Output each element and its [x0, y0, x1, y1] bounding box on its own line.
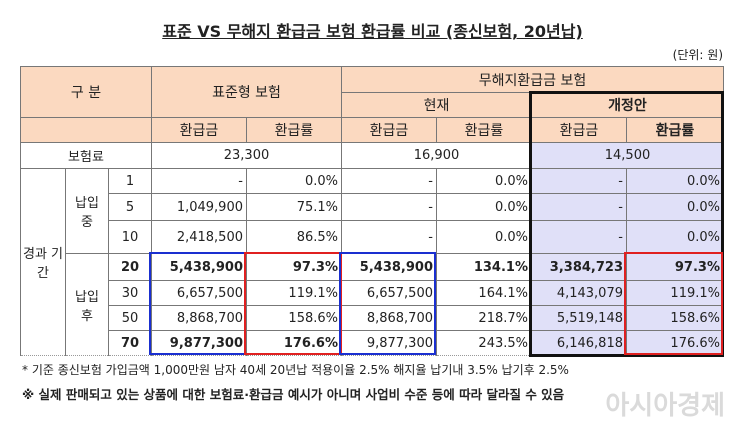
- std-amount: 6,657,500: [151, 280, 247, 306]
- footnote-basis: * 기준 종신보험 가입금액 1,000만원 남자 40세 20년납 적용이율 …: [22, 363, 569, 377]
- rev-rate: 119.1%: [626, 280, 724, 306]
- header-standard: 표준형 보험: [151, 66, 342, 118]
- watermark-logo: 아시아경제: [605, 391, 725, 421]
- cur-rate: 0.0%: [436, 193, 532, 221]
- unit-label: (단위: 원): [672, 48, 723, 62]
- rev-rate: 176.6%: [626, 330, 724, 356]
- rev-amount: 4,143,079: [531, 280, 627, 306]
- rev-amount: -: [531, 220, 627, 254]
- cur-amount: -: [341, 193, 437, 221]
- header-rev-refund: 환급금: [531, 117, 627, 143]
- std-amount: 8,868,700: [151, 305, 247, 331]
- std-amount: -: [151, 168, 247, 194]
- std-amount: 1,049,900: [151, 193, 247, 221]
- cur-rate: 134.1%: [436, 253, 532, 281]
- header-revised: 개정안: [531, 92, 724, 118]
- std-rate: 97.3%: [246, 253, 342, 281]
- header-std-refund: 환급금: [151, 117, 247, 143]
- rev-rate: 0.0%: [626, 168, 724, 194]
- cur-amount: 5,438,900: [341, 253, 437, 281]
- rev-amount: 3,384,723: [531, 253, 627, 281]
- premium-standard: 23,300: [151, 142, 342, 169]
- table-row: 70 9,877,300 176.6% 9,877,300 243.5% 6,146,81…: [21, 330, 724, 356]
- rev-rate: 97.3%: [626, 253, 724, 281]
- std-rate: 119.1%: [246, 280, 342, 306]
- cur-amount: 8,868,700: [341, 305, 437, 331]
- cur-rate: 164.1%: [436, 280, 532, 306]
- cur-amount: -: [341, 220, 437, 254]
- year-cell: 70: [108, 330, 152, 356]
- year-cell: 20: [108, 253, 152, 281]
- year-cell: 1: [108, 168, 152, 194]
- cur-rate: 218.7%: [436, 305, 532, 331]
- cur-rate: 0.0%: [436, 168, 532, 194]
- table-row: 10 2,418,500 86.5% -0.0% -0.0%: [21, 220, 724, 254]
- table-row: 5 1,049,900 75.1% -0.0% -0.0%: [21, 193, 724, 221]
- std-rate: 0.0%: [246, 168, 342, 194]
- premium-current: 16,900: [341, 142, 532, 169]
- table-row: 50 8,868,700 158.6% 8,868,700 218.7% 5,519,14…: [21, 305, 724, 331]
- page-title: 표준 VS 무해지 환급금 보험 환급률 비교 (종신보험, 20년납): [162, 22, 583, 41]
- cur-amount: -: [341, 168, 437, 194]
- year-cell: 50: [108, 305, 152, 331]
- year-cell: 5: [108, 193, 152, 221]
- table-row: 경과 기간 납입 중 1-0.0% -0.0% -0.0%: [20, 168, 724, 356]
- std-rate: 158.6%: [246, 305, 342, 331]
- header-cur-rate: 환급률: [436, 117, 532, 143]
- rev-rate: 158.6%: [626, 305, 724, 331]
- rev-amount: -: [531, 193, 627, 221]
- rev-amount: 5,519,148: [531, 305, 627, 331]
- header-current: 현재: [341, 92, 532, 118]
- std-amount: 9,877,300: [151, 330, 247, 356]
- table-row: 납입 후 20 5,438,900 97.3% 5,438,900 134.1% 3,384…: [21, 253, 724, 356]
- cur-rate: 243.5%: [436, 330, 532, 356]
- period-label: 경과 기간: [20, 168, 66, 356]
- during-label: 납입 중: [65, 168, 109, 254]
- cur-rate: 0.0%: [436, 220, 532, 254]
- std-amount: 2,418,500: [151, 220, 247, 254]
- comparison-table: 구 분 표준형 보험 무해지환급금 보험 현재 개정안 환급금 환급률 환급금 환급률 환…: [20, 66, 724, 356]
- std-rate: 75.1%: [246, 193, 342, 221]
- cur-amount: 9,877,300: [341, 330, 437, 356]
- std-rate: 176.6%: [246, 330, 342, 356]
- std-rate: 86.5%: [246, 220, 342, 254]
- rev-amount: -: [531, 168, 627, 194]
- header-std-rate: 환급률: [246, 117, 342, 143]
- header-nonrefund: 무해지환급금 보험: [341, 66, 724, 93]
- rev-amount: 6,146,818: [531, 330, 627, 356]
- header-category: 구 분: [20, 66, 152, 118]
- std-amount: 5,438,900: [151, 253, 247, 281]
- header-cur-refund: 환급금: [341, 117, 437, 143]
- footnote-disclaimer: ※ 실제 판매되고 있는 상품에 대한 보험료·환급금 예시가 아니며 사업비 …: [22, 387, 565, 402]
- cur-amount: 6,657,500: [341, 280, 437, 306]
- table-row: 30 6,657,500 119.1% 6,657,500 164.1% 4,143,07…: [21, 280, 724, 306]
- year-cell: 10: [108, 220, 152, 254]
- header-blank: [20, 117, 152, 143]
- rev-rate: 0.0%: [626, 193, 724, 221]
- year-cell: 30: [108, 280, 152, 306]
- premium-revised: 14,500: [531, 142, 724, 169]
- header-rev-rate: 환급률: [626, 117, 724, 143]
- premium-label: 보험료: [20, 142, 152, 169]
- rev-rate: 0.0%: [626, 220, 724, 254]
- after-label: 납입 후: [65, 253, 109, 356]
